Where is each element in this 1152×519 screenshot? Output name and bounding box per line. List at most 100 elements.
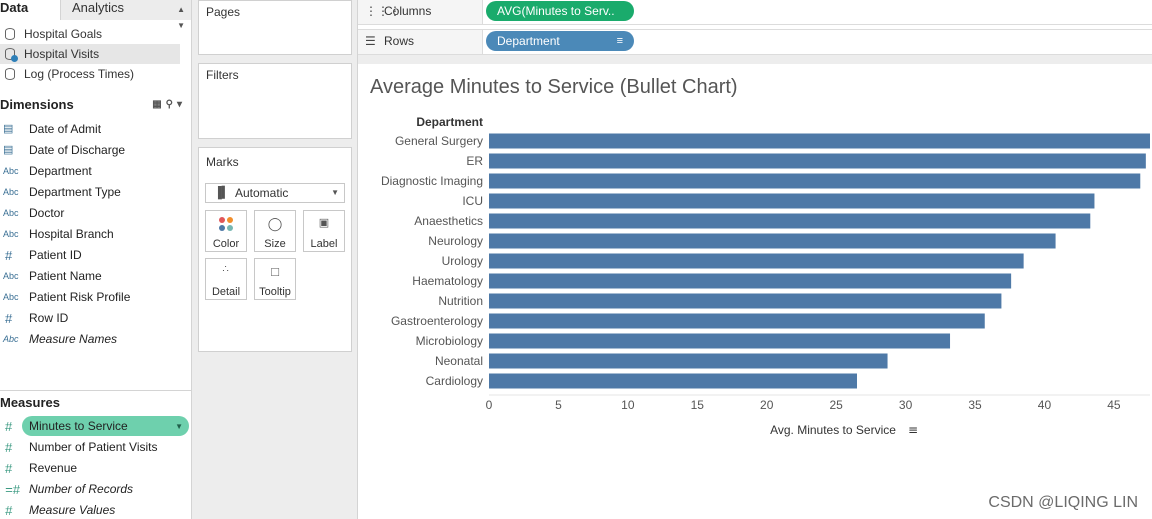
datasource-item-active[interactable]: Hospital Visits (0, 44, 180, 64)
mark-type-value: Automatic (235, 186, 289, 200)
datasource-label: Hospital Visits (24, 47, 100, 61)
filters-card[interactable]: Filters (198, 63, 352, 139)
datasource-label: Hospital Goals (24, 27, 103, 41)
bar-chart: Department General Surgery ER Diagnostic Im… (381, 115, 1150, 437)
field-label: Department Type (29, 185, 121, 199)
marks-title: Marks (206, 155, 239, 169)
field-item[interactable]: Abc Hospital Branch (0, 224, 192, 245)
calendar-icon: ▤ (3, 144, 14, 156)
rows-icon: ☰ (365, 34, 376, 48)
label-icon: ▣ (318, 216, 330, 229)
field-item[interactable]: Abc Doctor (0, 203, 192, 224)
tooltip-button[interactable]: □ Tooltip (254, 258, 296, 300)
category-label: Neonatal (435, 354, 483, 368)
mark-type-dropdown[interactable]: ▐▍ Automatic ▼ (205, 183, 345, 203)
string-icon: Abc (3, 229, 19, 239)
columns-shelf[interactable]: ⋮⋮⋮ Columns AVG(Minutes to Serv.. (358, 0, 1152, 25)
bar (489, 313, 985, 329)
bar (489, 193, 1095, 209)
field-item[interactable]: Abc Patient Name (0, 266, 192, 287)
tab-analytics-label: Analytics (72, 0, 125, 15)
rows-pill[interactable]: Department ≡ (486, 31, 634, 51)
field-item[interactable]: # Number of Patient Visits (0, 437, 192, 458)
color-dots-icon (219, 217, 235, 233)
category-label: ER (466, 154, 483, 168)
field-item[interactable]: ▼ # Minutes to Service (0, 416, 192, 437)
color-button[interactable]: Color (205, 210, 247, 252)
field-item[interactable]: Abc Measure Names (0, 329, 192, 350)
dimensions-title: Dimensions (0, 97, 74, 112)
columns-icon: ⋮⋮⋮ (365, 4, 401, 18)
label-button[interactable]: ▣ Label (303, 210, 345, 252)
bar-chart-icon: ▐▍ (214, 187, 231, 199)
field-label: Minutes to Service (29, 419, 128, 433)
field-item[interactable]: =# Number of Records (0, 479, 192, 500)
field-item[interactable]: ▤ Date of Discharge (0, 140, 192, 161)
search-icon[interactable]: ⚲ (165, 99, 177, 110)
string-icon: Abc (3, 292, 19, 302)
field-label: Revenue (29, 461, 78, 475)
chevron-down-icon: ▼ (331, 188, 339, 197)
tab-data[interactable]: Data (0, 0, 60, 20)
measures-title: Measures (0, 395, 60, 410)
marks-card: Marks ▐▍ Automatic ▼ Color ◯ Size ▣ Labe… (198, 147, 352, 352)
field-label: Date of Discharge (29, 143, 126, 157)
tab-analytics[interactable]: Analytics ▲ ▼ (60, 0, 191, 30)
filters-title: Filters (206, 68, 239, 82)
datasource-list: Hospital Goals Hospital Visits Log (Proc… (0, 24, 192, 84)
pages-card[interactable]: Pages (198, 0, 352, 55)
columns-shelf-label: ⋮⋮⋮ Columns (358, 0, 483, 24)
rows-shelf[interactable]: ☰ Rows Department ≡ (358, 29, 1152, 55)
number-icon: # (5, 419, 13, 434)
size-button[interactable]: ◯ Size (254, 210, 296, 252)
columns-pill[interactable]: AVG(Minutes to Serv.. (486, 1, 634, 21)
chevron-down-icon[interactable]: ▼ (175, 422, 183, 431)
database-icon (5, 68, 15, 80)
view-toggle-icon[interactable]: ▦ (152, 99, 166, 110)
x-tick-label: 15 (691, 398, 705, 412)
field-item[interactable]: # Measure Values (0, 500, 192, 519)
category-label: Haematology (412, 274, 483, 288)
calendar-icon: ▤ (3, 123, 14, 135)
size-button-label: Size (264, 238, 286, 250)
datasource-item[interactable]: Hospital Goals (0, 24, 180, 44)
label-button-label: Label (310, 238, 338, 250)
field-item[interactable]: # Row ID (0, 308, 192, 329)
rows-pill-label: Department (497, 34, 560, 48)
pages-title: Pages (206, 5, 241, 19)
field-item[interactable]: ▤ Date of Admit (0, 119, 192, 140)
columns-label-text: Columns (384, 4, 432, 18)
rows-shelf-label: ☰ Rows (358, 30, 483, 54)
x-tick-label: 10 (621, 398, 635, 412)
detail-button-label: Detail (211, 286, 241, 298)
x-tick-label: 25 (829, 398, 843, 412)
field-item[interactable]: # Patient ID (0, 245, 192, 266)
category-label: Diagnostic Imaging (381, 174, 483, 188)
x-tick-label: 35 (968, 398, 982, 412)
string-icon: Abc (3, 334, 19, 344)
size-icon: ◯ (267, 216, 283, 231)
field-label: Measure Values (29, 503, 116, 517)
x-axis-title: Avg. Minutes to Service (770, 423, 896, 437)
field-item[interactable]: Abc Department Type (0, 182, 192, 203)
field-item[interactable]: # Revenue (0, 458, 192, 479)
field-label: Measure Names (29, 332, 118, 346)
detail-button[interactable]: ∴ Detail (205, 258, 247, 300)
menu-dropdown-icon[interactable]: ▾ (176, 99, 186, 110)
string-icon: Abc (3, 166, 19, 176)
bar (489, 213, 1091, 229)
category-label: Microbiology (416, 334, 483, 348)
shelf-cards-pane: Pages Filters Marks ▐▍ Automatic ▼ Color… (192, 0, 358, 519)
detail-icon: ∴ (222, 264, 230, 275)
field-item[interactable]: Abc Patient Risk Profile (0, 287, 192, 308)
database-icon (5, 28, 15, 40)
category-label: Gastroenterology (391, 314, 483, 328)
viz-canvas: Average Minutes to Service (Bullet Chart… (358, 64, 1152, 519)
category-label: Anaesthetics (414, 214, 483, 228)
datasource-item[interactable]: Log (Process Times) (0, 64, 180, 84)
field-item[interactable]: Abc Department (0, 161, 192, 182)
bar (489, 353, 888, 369)
sort-descending-icon: ≡ (616, 35, 623, 47)
field-label: Patient ID (29, 248, 82, 262)
tab-scroll-arrows-icon[interactable]: ▲ ▼ (177, 5, 185, 30)
